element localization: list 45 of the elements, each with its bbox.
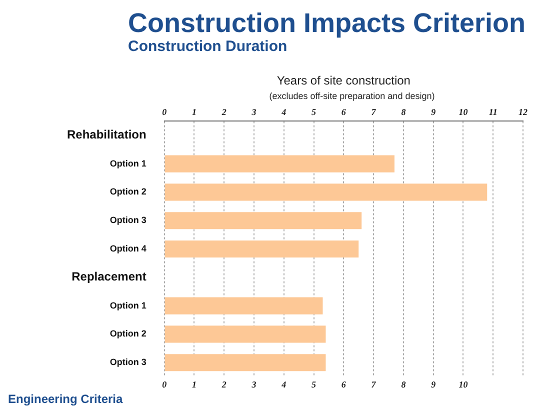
x-tick-label: 8 bbox=[401, 380, 406, 390]
x2-axis-title: Years of site construction bbox=[276, 74, 410, 88]
y-tick-label: Option 1 bbox=[110, 300, 146, 310]
x-tick-label: 3 bbox=[250, 380, 257, 390]
x2-tick-label: 2 bbox=[220, 107, 227, 118]
x-tick-label: 7 bbox=[371, 380, 376, 390]
y-tick-label: Option 2 bbox=[110, 186, 146, 197]
bar bbox=[164, 184, 488, 201]
y-tick-label: Option 3 bbox=[110, 215, 146, 226]
x-tick-label: 9 bbox=[431, 380, 436, 390]
x2-tick-label: 5 bbox=[312, 107, 317, 118]
x-tick-label: 4 bbox=[280, 380, 287, 390]
x-tick-label: 6 bbox=[341, 380, 346, 390]
y-tick-label: Option 3 bbox=[110, 357, 146, 368]
y-tick-label: Option 1 bbox=[110, 158, 146, 168]
x2-tick-label: 10 bbox=[458, 107, 468, 118]
x2-tick-label: 12 bbox=[518, 107, 528, 118]
bar bbox=[164, 212, 362, 230]
x2-tick-label: 1 bbox=[192, 107, 196, 118]
bar bbox=[164, 326, 326, 343]
x2-tick-label: 3 bbox=[250, 107, 257, 118]
y-tick-label: Rehabilitation bbox=[66, 128, 146, 142]
x-tick-label: 0 bbox=[162, 380, 168, 390]
x2-tick-label: 0 bbox=[162, 107, 168, 118]
y-tick-label: Replacement bbox=[72, 270, 146, 284]
bar bbox=[164, 297, 323, 314]
x2-tick-label: 8 bbox=[401, 107, 406, 118]
chart-subtitle: Construction Duration bbox=[128, 38, 288, 56]
x2-tick-label: 11 bbox=[488, 107, 498, 118]
x2-tick-label: 6 bbox=[341, 107, 346, 118]
bar bbox=[164, 240, 359, 258]
bar bbox=[164, 155, 394, 172]
x2-tick-label: 4 bbox=[280, 107, 287, 118]
x-tick-label: 1 bbox=[192, 380, 196, 390]
chart-title: Construction Impacts Criterion bbox=[128, 8, 526, 38]
y-tick-label: Option 4 bbox=[110, 243, 146, 254]
text: (excludes off-site preparation and design) bbox=[268, 91, 436, 102]
x-tick-label: 5 bbox=[312, 380, 317, 390]
x2-tick-label: 7 bbox=[371, 107, 376, 118]
text: Engineering Criteria bbox=[8, 392, 123, 406]
bar bbox=[164, 354, 326, 372]
y-tick-label: Option 2 bbox=[110, 328, 146, 339]
x-tick-label: 10 bbox=[458, 380, 468, 390]
x-tick-label: 2 bbox=[220, 380, 227, 390]
x2-tick-label: 9 bbox=[431, 107, 436, 118]
